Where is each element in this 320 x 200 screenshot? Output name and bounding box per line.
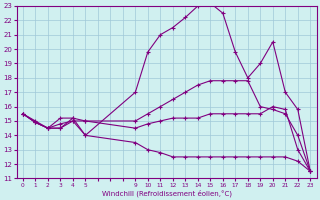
- X-axis label: Windchill (Refroidissement éolien,°C): Windchill (Refroidissement éolien,°C): [101, 189, 232, 197]
